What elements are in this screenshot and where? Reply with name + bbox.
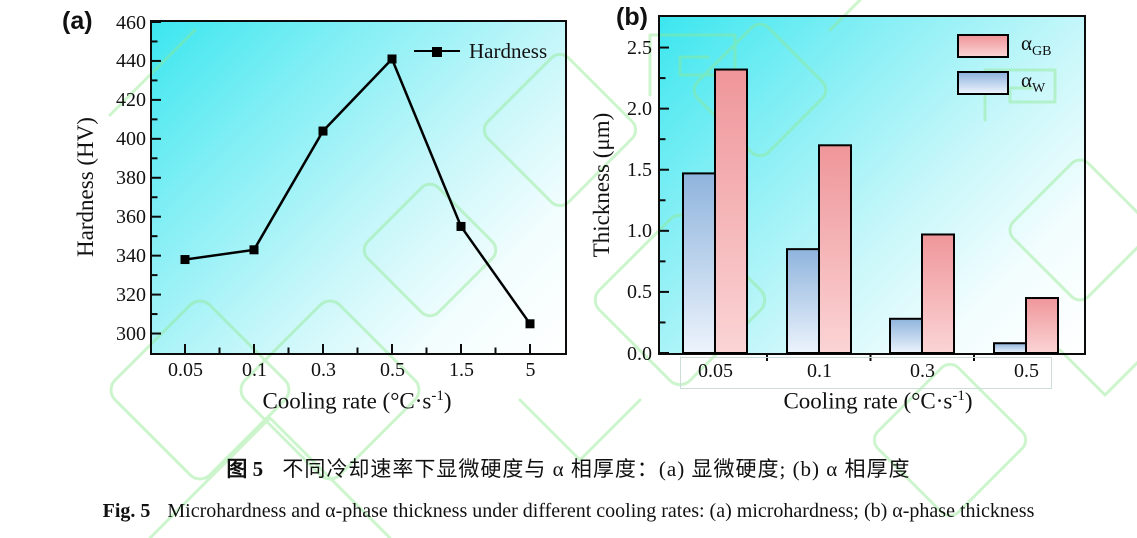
caption-english-text: Microhardness and α-phase thickness unde… [167, 500, 1035, 522]
legend-phases: αGB αW [957, 31, 1051, 97]
caption-chinese-text: 不同冷却速率下显微硬度与 α 相厚度：(a) 显微硬度; (b) α 相厚度 [282, 457, 911, 481]
caption-chinese: 图 5 不同冷却速率下显微硬度与 α 相厚度：(a) 显微硬度; (b) α 相… [0, 453, 1137, 483]
y-tick-label-b: 1.0 [627, 220, 652, 243]
y-axis-title-a: Hardness (HV) [73, 117, 98, 257]
caption-chinese-figure-number: 图 5 [226, 457, 264, 481]
x-axis-title-a-post: ) [443, 388, 452, 414]
bar-alpha-gb [818, 144, 852, 354]
x-axis-title-b-sup: -1 [952, 388, 965, 404]
x-tick-label-a: 0.5 [380, 359, 405, 381]
legend-line-sample [414, 47, 460, 57]
y-tick-label-a: 380 [116, 167, 146, 190]
x-axis-title-b-pre: Cooling rate (°C·s [783, 388, 953, 414]
x-tick-label-b: 0.1 [807, 360, 832, 382]
x-tick-label-a: 0.1 [242, 359, 267, 381]
x-axis-title-a: Cooling rate (°C·s-1) [262, 388, 451, 415]
y-tick-label-b: 0.5 [627, 281, 652, 304]
x-axis-title-a-sup: -1 [431, 388, 444, 404]
y-tick-label-a: 440 [116, 50, 146, 73]
hardness-point-marker [180, 255, 190, 265]
hardness-line [184, 56, 532, 325]
bar-alpha-w [786, 248, 820, 355]
hardness-point-marker [525, 319, 535, 329]
hardness-point-marker [387, 54, 397, 64]
hardness-point-marker [249, 245, 259, 255]
plot-area-a: Hardness [150, 20, 567, 355]
x-tick-label-b: 0.3 [910, 360, 935, 382]
caption-english-figure-number: Fig. 5 [102, 500, 151, 522]
x-axis-title-a-pre: Cooling rate (°C·s [262, 388, 432, 414]
bar-alpha-gb [1025, 297, 1059, 355]
legend-alpha-gb-label: αGB [1021, 31, 1051, 60]
hardness-point-marker [318, 126, 328, 136]
bar-alpha-w [993, 342, 1027, 355]
y-tick-label-b: 0.0 [627, 342, 652, 365]
bar-alpha-gb [921, 233, 955, 355]
bar-alpha-w [682, 172, 716, 354]
legend-alpha-gb-sub: GB [1032, 44, 1052, 60]
legend-alpha-w-sub: W [1032, 81, 1046, 97]
y-tick-label-a: 360 [116, 206, 146, 229]
y-tick-label-b: 1.5 [627, 159, 652, 182]
legend-alpha-gb-base: α [1021, 31, 1033, 55]
y-tick-label-a: 320 [116, 284, 146, 307]
caption-english: Fig. 5 Microhardness and α-phase thickne… [0, 500, 1137, 523]
square-marker-icon [432, 47, 442, 57]
legend-hardness-label: Hardness [469, 38, 548, 63]
plot-area-a-background [152, 22, 565, 353]
plot-area-b: αGB αW [658, 15, 1086, 361]
legend-alpha-w-label: αW [1021, 68, 1045, 97]
x-tick-label-b: 0.05 [698, 360, 733, 382]
legend-alpha-w: αW [957, 68, 1051, 97]
panel-b-label: (b) [616, 3, 648, 31]
x-tick-label-a: 1.5 [449, 359, 474, 381]
y-tick-label-a: 340 [116, 245, 146, 268]
alpha-w-swatch-icon [957, 70, 1009, 95]
alpha-gb-swatch-icon [957, 33, 1009, 58]
y-tick-label-a: 400 [116, 128, 146, 151]
y-tick-label-b: 2.0 [627, 98, 652, 121]
x-tick-label-a: 0.05 [168, 359, 203, 381]
x-tick-label-b: 0.5 [1014, 360, 1039, 382]
y-tick-label-a: 300 [116, 323, 146, 346]
x-tick-label-a: 5 [525, 359, 536, 381]
thickness-bar-chart [660, 46, 1059, 361]
legend-alpha-gb: αGB [957, 31, 1051, 60]
x-axis-title-b: Cooling rate (°C·s-1) [783, 388, 972, 415]
x-axis-title-b-post: ) [964, 388, 973, 414]
bar-alpha-w [889, 317, 923, 355]
bar-alpha-gb [714, 68, 748, 355]
panel-a-label: (a) [62, 7, 93, 35]
legend-alpha-w-base: α [1021, 68, 1033, 93]
legend-hardness: Hardness [414, 38, 548, 63]
y-tick-label-b: 2.5 [627, 37, 652, 60]
x-category-label-box-b [680, 357, 1052, 389]
x-tick-label-a: 0.3 [311, 359, 336, 381]
y-tick-label-a: 420 [116, 89, 146, 112]
y-tick-label-a: 460 [116, 11, 146, 34]
hardness-point-marker [456, 221, 466, 231]
hardness-line-chart [152, 21, 535, 353]
